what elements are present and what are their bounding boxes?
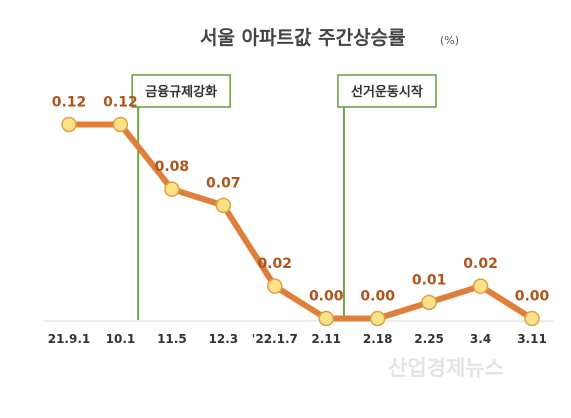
series-layer bbox=[61, 116, 540, 327]
x-tick-label-2: 11.5 bbox=[157, 332, 187, 346]
data-point-8 bbox=[472, 278, 489, 294]
data-label-layer: 0.12 0.12 0.08 0.07 0.02 0.00 0.00 0.01 0.02 0.00 bbox=[52, 95, 550, 305]
data-label-2: 0.08 bbox=[155, 159, 190, 175]
x-tick-label-7: 2.25 bbox=[414, 332, 444, 346]
x-tick-label-3: 12.3 bbox=[209, 332, 239, 346]
data-label-4: 0.02 bbox=[258, 256, 293, 272]
x-tick-layer: 21.9.1 10.1 11.5 12.3 '22.1.7 2.11 2.18 2.25 3.4… bbox=[48, 332, 547, 346]
x-tick-label-6: 2.18 bbox=[363, 332, 393, 346]
x-tick-label-4: '22.1.7 bbox=[252, 332, 298, 346]
chart-unit: (%) bbox=[440, 34, 459, 47]
series-line bbox=[66, 121, 535, 322]
data-point-0 bbox=[61, 116, 77, 133]
data-label-3: 0.07 bbox=[206, 175, 241, 191]
annotation-box-0 bbox=[131, 74, 231, 108]
x-tick-label-5: 2.11 bbox=[311, 332, 341, 346]
annotation-label-1: 선거운동시작 bbox=[351, 84, 423, 100]
data-label-7: 0.01 bbox=[412, 272, 447, 288]
data-label-8: 0.02 bbox=[463, 256, 498, 272]
data-label-0: 0.12 bbox=[52, 95, 87, 111]
data-point-6 bbox=[369, 310, 386, 327]
data-point-3 bbox=[215, 197, 232, 214]
data-label-1: 0.12 bbox=[103, 95, 138, 111]
data-point-2 bbox=[164, 181, 180, 197]
data-point-7 bbox=[421, 294, 437, 311]
x-tick-label-1: 10.1 bbox=[106, 332, 136, 346]
data-point-4 bbox=[267, 278, 283, 294]
annotation-label-0: 금융규제강화 bbox=[145, 84, 217, 100]
x-tick-label-0: 21.9.1 bbox=[48, 332, 91, 346]
watermark: 산업경제뉴스 bbox=[388, 356, 504, 380]
x-tick-label-9: 3.11 bbox=[517, 332, 547, 346]
chart-title: 서울 아파트값 주간상승률 bbox=[200, 27, 406, 49]
data-point-1 bbox=[112, 116, 129, 133]
data-label-5: 0.00 bbox=[309, 289, 344, 305]
data-point-9 bbox=[524, 310, 540, 327]
annotation-box-1 bbox=[337, 74, 437, 108]
data-point-5 bbox=[318, 310, 334, 327]
data-label-6: 0.00 bbox=[360, 289, 395, 305]
annotation-layer: 금융규제강화 선거운동시작 bbox=[131, 74, 437, 320]
x-tick-label-8: 3.4 bbox=[470, 332, 491, 346]
data-label-9: 0.00 bbox=[515, 289, 550, 305]
